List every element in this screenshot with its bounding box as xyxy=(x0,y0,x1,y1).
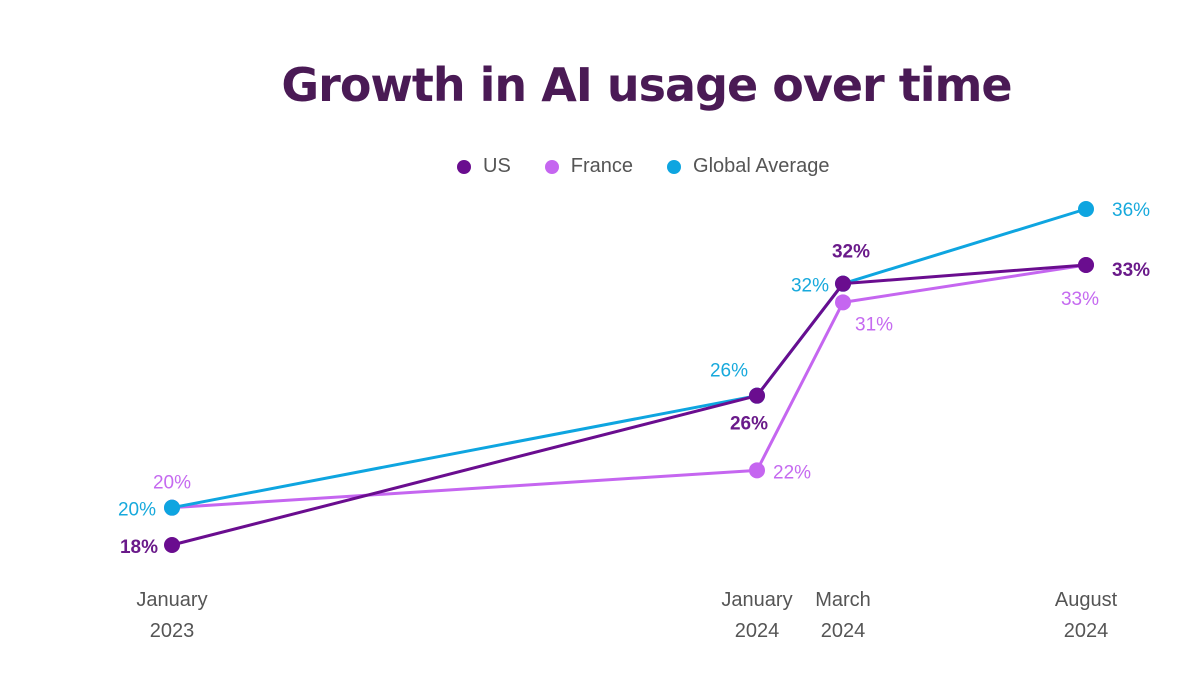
series-line-france xyxy=(171,263,1087,510)
data-label-france: 20% xyxy=(153,473,191,494)
data-point-france xyxy=(835,294,851,311)
data-label-global-average: 36% xyxy=(1112,200,1150,221)
data-label-france: 31% xyxy=(855,314,893,335)
legend-marker-us xyxy=(457,159,471,174)
series-line-us xyxy=(171,263,1087,547)
data-point-us xyxy=(835,275,851,292)
x-tick-label: January xyxy=(136,589,207,611)
x-tick-label: 2024 xyxy=(821,620,866,642)
data-label-france: 22% xyxy=(773,462,811,483)
data-label-us: 18% xyxy=(120,537,158,558)
data-label-global-average: 20% xyxy=(118,500,156,521)
data-point-us xyxy=(1078,257,1094,273)
legend-marker-global-average xyxy=(667,159,682,174)
data-point-global-average xyxy=(1078,201,1094,217)
data-point-global-average xyxy=(164,499,180,516)
series-line-global-average xyxy=(171,207,1087,510)
data-point-france xyxy=(749,462,765,479)
x-tick-label: 2024 xyxy=(735,620,780,642)
data-label-us: 26% xyxy=(730,414,768,435)
x-tick-label: March xyxy=(815,589,871,611)
x-tick-label: January xyxy=(721,589,792,611)
legend-item-us: US xyxy=(457,155,511,178)
legend-marker-france xyxy=(544,159,559,174)
data-label-global-average: 26% xyxy=(710,361,748,382)
data-label-global-average: 32% xyxy=(791,276,829,297)
legend-label-france: France xyxy=(570,155,634,177)
legend-item-global-average: Global Average xyxy=(667,155,829,178)
x-tick-label: 2024 xyxy=(1064,620,1109,642)
data-point-us xyxy=(749,387,765,404)
legend: US France Global Average xyxy=(457,155,863,178)
chart-title: Growth in AI usage over time xyxy=(281,58,1012,112)
legend-label-global-average: Global Average xyxy=(693,155,830,177)
legend-item-france: France xyxy=(544,155,634,178)
data-label-us: 32% xyxy=(832,242,870,263)
data-label-france: 33% xyxy=(1061,289,1099,310)
data-point-us xyxy=(164,537,180,553)
legend-label-us: US xyxy=(483,155,511,177)
x-tick-label: 2023 xyxy=(150,620,195,642)
data-label-us: 33% xyxy=(1112,260,1150,281)
x-tick-label: August xyxy=(1055,589,1118,611)
